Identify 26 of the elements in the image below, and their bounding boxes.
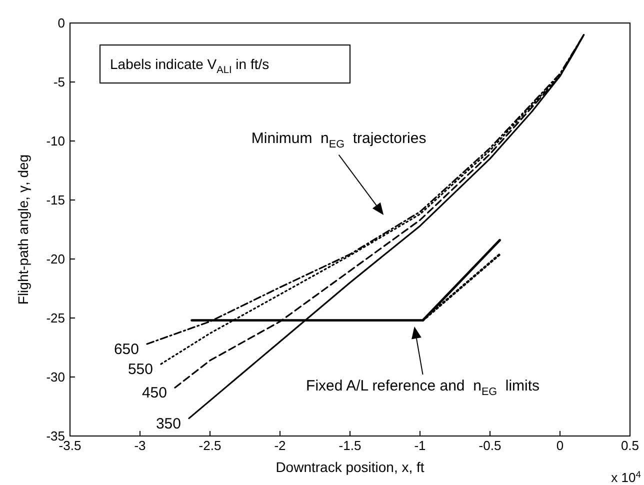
y-tick-label: 0 (58, 16, 65, 31)
x-tick-label: -1 (414, 438, 426, 454)
annotation: Minimum n$_{EG}$ trajectories (251, 130, 426, 150)
y-axis-title: Flight-path angle, γ, deg (15, 154, 31, 305)
series-label: 450 (142, 384, 167, 402)
text: x 10$^{4}$ (611, 469, 641, 485)
x-tick-label: 0 (556, 438, 564, 454)
y-tick-label: -30 (46, 370, 65, 385)
x-tick-label: 0.5 (620, 438, 640, 454)
y-tick-label: -20 (46, 252, 65, 267)
y-tick-label: -15 (46, 192, 65, 208)
y-tick-label: -5 (53, 74, 65, 90)
series-label: 650 (114, 340, 139, 358)
x-axis-title: Downtrack position, x, ft (276, 459, 424, 475)
y-tick-label: -35 (46, 428, 65, 444)
x-tick-label: -0.5 (478, 438, 502, 454)
annotation: Fixed A/L reference and n$_{EG}$ limits (306, 378, 540, 398)
series-label: 550 (128, 361, 153, 378)
x-tick-label: -3 (134, 438, 146, 454)
x-tick-label: -2.5 (198, 438, 222, 454)
x-tick-label: -1.5 (338, 438, 362, 454)
x-tick-label: -2 (274, 438, 286, 454)
y-tick-label: -25 (46, 310, 65, 326)
series-label: 350 (156, 415, 181, 432)
y-tick-label: -10 (46, 134, 65, 149)
annotation: Labels indicate V$_{ALI}$ in ft/s (110, 56, 270, 76)
